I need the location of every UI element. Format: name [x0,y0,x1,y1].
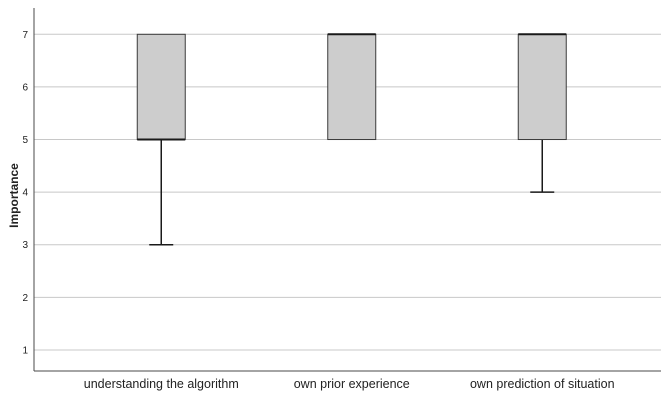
x-category-label: own prior experience [294,377,410,391]
y-tick-label: 5 [22,135,28,146]
y-tick-label: 1 [22,345,28,356]
y-tick-label: 4 [22,188,28,199]
y-tick-label: 2 [22,293,28,304]
iqr-box [136,33,186,141]
box-group [327,33,377,141]
x-category-label: understanding the algorithm [84,377,239,391]
box-series [136,33,567,246]
y-tick-label: 3 [22,240,28,251]
y-tick-label: 6 [22,82,28,93]
x-category-label: own prediction of situation [470,377,615,391]
y-axis-title: Importance [7,163,21,228]
y-tick-label: 7 [22,30,28,41]
y-tick-labels: 1 2 3 4 5 6 7 [22,30,28,357]
iqr-box [327,33,377,141]
box-group [136,33,186,246]
x-category-labels: understanding the algorithm own prior exp… [84,377,615,391]
iqr-box [517,33,567,141]
box-group [517,33,567,193]
